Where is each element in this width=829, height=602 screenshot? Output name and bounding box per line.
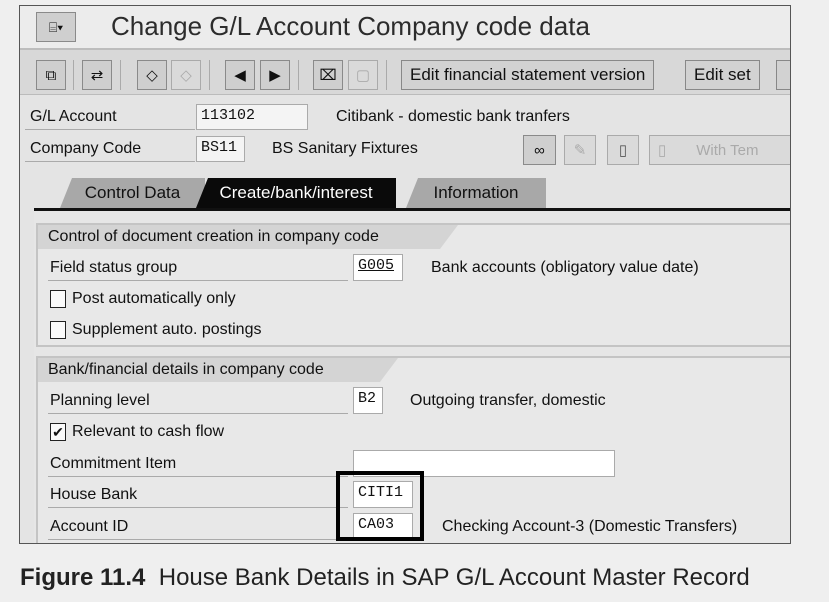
divider bbox=[48, 413, 348, 414]
post-automatically-label: Post automatically only bbox=[72, 290, 236, 307]
diamond-icon: ◇ bbox=[146, 67, 158, 84]
change-button[interactable]: ✎ bbox=[564, 135, 596, 165]
divider bbox=[48, 476, 348, 477]
blank-page-icon: ▯ bbox=[618, 142, 628, 159]
trash-icon: ⌧ bbox=[319, 67, 337, 84]
separator bbox=[120, 60, 121, 90]
divider bbox=[48, 507, 348, 508]
separator bbox=[298, 60, 299, 90]
tab-control-data[interactable]: Control Data bbox=[60, 178, 205, 208]
house-bank-label: House Bank bbox=[50, 486, 138, 503]
sap-window: ⌸▾ Change G/L Account Company code data … bbox=[19, 5, 791, 544]
switch-icon: ⧉ bbox=[45, 66, 57, 84]
page-icon: ▯ bbox=[658, 142, 667, 159]
arrow-right-icon: ▶ bbox=[269, 67, 281, 84]
arrow-left-icon: ◀ bbox=[234, 67, 246, 84]
gl-account-field[interactable]: 113102 bbox=[196, 104, 308, 130]
separator bbox=[386, 60, 387, 90]
account-id-label: Account ID bbox=[50, 518, 129, 535]
group-title: Control of document creation in company … bbox=[38, 225, 458, 249]
document-creation-group: Control of document creation in company … bbox=[36, 223, 790, 347]
post-automatically-checkbox[interactable] bbox=[50, 290, 66, 308]
planning-level-field[interactable]: B2 bbox=[353, 387, 383, 414]
divider bbox=[48, 539, 348, 540]
relevant-cash-flow-checkbox[interactable]: ✔ bbox=[50, 423, 66, 441]
tab-panel: Control of document creation in company … bbox=[34, 208, 790, 543]
separator bbox=[209, 60, 210, 90]
caption-text: House Bank Details in SAP G/L Account Ma… bbox=[158, 564, 750, 591]
company-code-label: Company Code bbox=[30, 140, 142, 157]
company-code-field[interactable]: BS11 bbox=[196, 136, 245, 162]
diamond-icon: ◇ bbox=[180, 67, 192, 84]
application-toolbar: ⧉ ⇄ ◇ ◇ ◀ ▶ ⌧ ▢ Edit financial statement… bbox=[20, 50, 790, 95]
tab-information[interactable]: Information bbox=[406, 178, 546, 208]
more-button[interactable] bbox=[776, 60, 790, 90]
edit-set-button[interactable]: Edit set bbox=[685, 60, 760, 90]
previous-button[interactable]: ◀ bbox=[225, 60, 255, 90]
document-button[interactable]: ▢ bbox=[348, 60, 378, 90]
field-status-group-field[interactable]: G005 bbox=[353, 254, 403, 281]
window-title: Change G/L Account Company code data bbox=[111, 11, 590, 41]
figure-caption: Figure 11.4 House Bank Details in SAP G/… bbox=[20, 564, 750, 592]
next-button[interactable]: ▶ bbox=[260, 60, 290, 90]
switch-mode-button[interactable]: ⧉ bbox=[36, 60, 66, 90]
disabled-button[interactable]: ◇ bbox=[171, 60, 201, 90]
planning-level-label: Planning level bbox=[50, 392, 150, 409]
group-title: Bank/financial details in company code bbox=[38, 358, 398, 382]
create-button[interactable]: ▯ bbox=[607, 135, 639, 165]
gl-account-description: Citibank - domestic bank tranfers bbox=[336, 108, 570, 125]
highlight-box bbox=[336, 471, 424, 541]
swap-icon: ⇄ bbox=[90, 67, 104, 84]
separator bbox=[73, 60, 74, 90]
pencil-icon: ✎ bbox=[573, 142, 587, 159]
field-status-label: Field status group bbox=[50, 259, 178, 276]
supplement-auto-postings-checkbox[interactable] bbox=[50, 321, 66, 339]
bank-financial-group: Bank/financial details in company code P… bbox=[36, 356, 790, 543]
glasses-icon: ∞ bbox=[534, 141, 545, 159]
edit-button[interactable]: ◇ bbox=[137, 60, 167, 90]
menu-icon: ⌸▾ bbox=[48, 18, 64, 35]
divider bbox=[48, 280, 348, 281]
with-template-button[interactable]: ▯ With Tem bbox=[649, 135, 790, 165]
supplement-auto-postings-label: Supplement auto. postings bbox=[72, 321, 262, 338]
delete-button[interactable]: ⌧ bbox=[313, 60, 343, 90]
document-icon: ▢ bbox=[355, 67, 371, 84]
company-code-description: BS Sanitary Fixtures bbox=[272, 140, 418, 157]
account-id-description: Checking Account-3 (Domestic Transfers) bbox=[442, 518, 738, 535]
display-button[interactable]: ∞ bbox=[523, 135, 556, 165]
planning-level-description: Outgoing transfer, domestic bbox=[410, 392, 606, 409]
field-status-description: Bank accounts (obligatory value date) bbox=[431, 259, 699, 276]
account-id-field[interactable]: CA03 bbox=[353, 513, 413, 540]
commitment-item-label: Commitment Item bbox=[50, 455, 177, 472]
divider bbox=[25, 129, 195, 130]
title-bar: ⌸▾ Change G/L Account Company code data bbox=[20, 6, 790, 50]
edit-fsv-button[interactable]: Edit financial statement version bbox=[401, 60, 655, 90]
house-bank-field[interactable]: CITI1 bbox=[353, 481, 413, 508]
gl-account-label: G/L Account bbox=[30, 108, 117, 125]
tab-create-bank-interest[interactable]: Create/bank/interest bbox=[196, 178, 396, 208]
divider bbox=[25, 161, 195, 162]
with-template-label: With Tem bbox=[696, 141, 759, 159]
other-account-button[interactable]: ⇄ bbox=[82, 60, 112, 90]
relevant-cash-flow-label: Relevant to cash flow bbox=[72, 423, 225, 440]
figure-number: Figure 11.4 bbox=[20, 564, 146, 591]
system-menu-button[interactable]: ⌸▾ bbox=[36, 12, 76, 42]
